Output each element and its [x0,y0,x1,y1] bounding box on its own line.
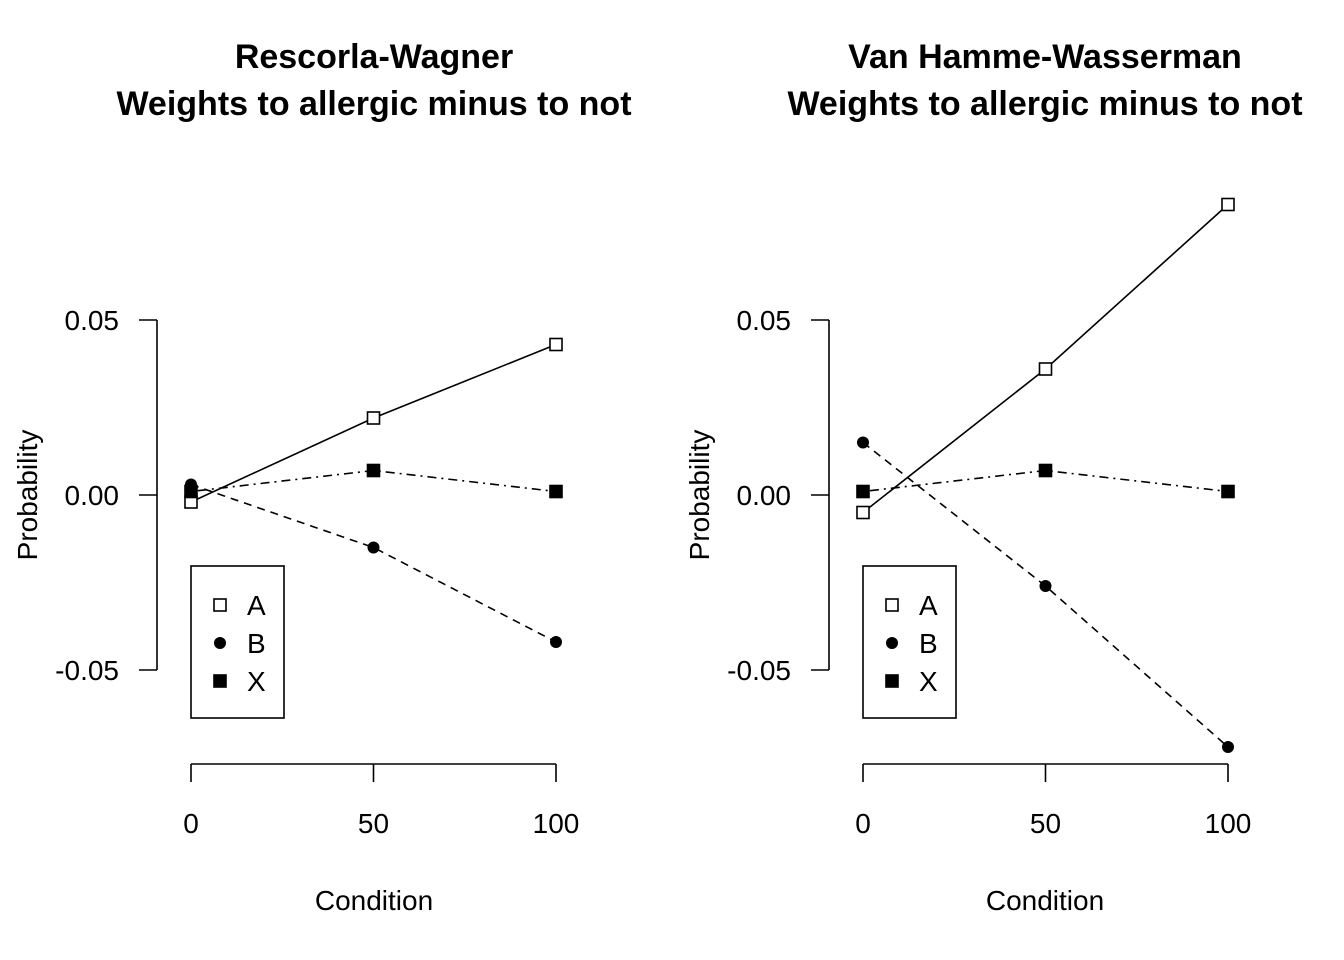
data-point-X [366,463,381,478]
legend-label-X: X [919,666,938,697]
data-point-B [367,541,380,554]
data-point-X [549,484,563,499]
legend-marker-A [213,598,227,612]
legend: ABX [190,565,285,719]
y-tick-label: 0.05 [737,305,792,336]
chart-title-line-2: Weights to allergic minus to not [787,85,1302,123]
series-A [184,337,563,509]
data-point-A [856,505,870,520]
legend-box [190,565,285,719]
x-axis-label: Condition [986,885,1104,916]
legend-label-A: A [247,590,266,621]
x-tick-label: 100 [533,808,580,839]
data-point-X [1221,484,1235,499]
panel-2: Van Hamme-Wasserman Weights to allergic m… [684,38,1303,916]
data-point-A [1221,197,1235,212]
data-point-A [1038,362,1053,376]
y-tick-label: 0.00 [65,480,120,511]
data-point-X [184,484,198,499]
x-tick-label: 100 [1205,808,1252,839]
legend-label-X: X [247,666,266,697]
y-tick-label: -0.05 [727,655,791,686]
legend-label-B: B [919,628,938,659]
data-point-A [366,411,381,425]
data-point-X [856,484,870,499]
series-line-B [862,441,1229,748]
legend-marker-B [886,637,898,649]
x-axis-label: Condition [315,885,433,916]
legend-marker-B [214,637,226,649]
data-point-B [1222,741,1234,753]
data-point-B [550,636,562,648]
series-B [857,436,1234,753]
series-X [856,463,1235,499]
y-tick-label: -0.05 [55,655,119,686]
data-point-B [857,436,869,449]
legend-label-B: B [247,628,266,659]
x-tick-label: 0 [183,808,199,839]
series-A [856,197,1235,520]
x-tick-label: 0 [855,808,871,839]
chart-title-line-1: Rescorla-Wagner [235,38,513,76]
series-B [185,478,562,648]
chart-title-line-2: Weights to allergic minus to not [116,85,631,123]
legend-box [862,565,957,719]
legend: ABX [862,565,957,719]
chart-title-line-1: Van Hamme-Wasserman [848,38,1242,76]
series-line-B [190,483,557,643]
legend-marker-X [885,674,899,688]
y-tick-label: 0.05 [65,305,120,336]
x-tick-label: 50 [358,808,389,839]
y-axis-label: Probability [684,430,715,561]
y-tick-label: 0.00 [737,480,792,511]
data-point-B [1039,580,1052,592]
data-point-A [549,337,563,352]
panel-1: Rescorla-Wagner Weights to allergic minus… [12,38,632,916]
x-tick-label: 50 [1030,808,1061,839]
legend-marker-X [213,674,227,688]
series-X [184,463,563,499]
y-axis-label: Probability [12,430,43,561]
data-point-X [1038,463,1053,478]
legend-label-A: A [919,590,938,621]
legend-marker-A [885,598,899,612]
